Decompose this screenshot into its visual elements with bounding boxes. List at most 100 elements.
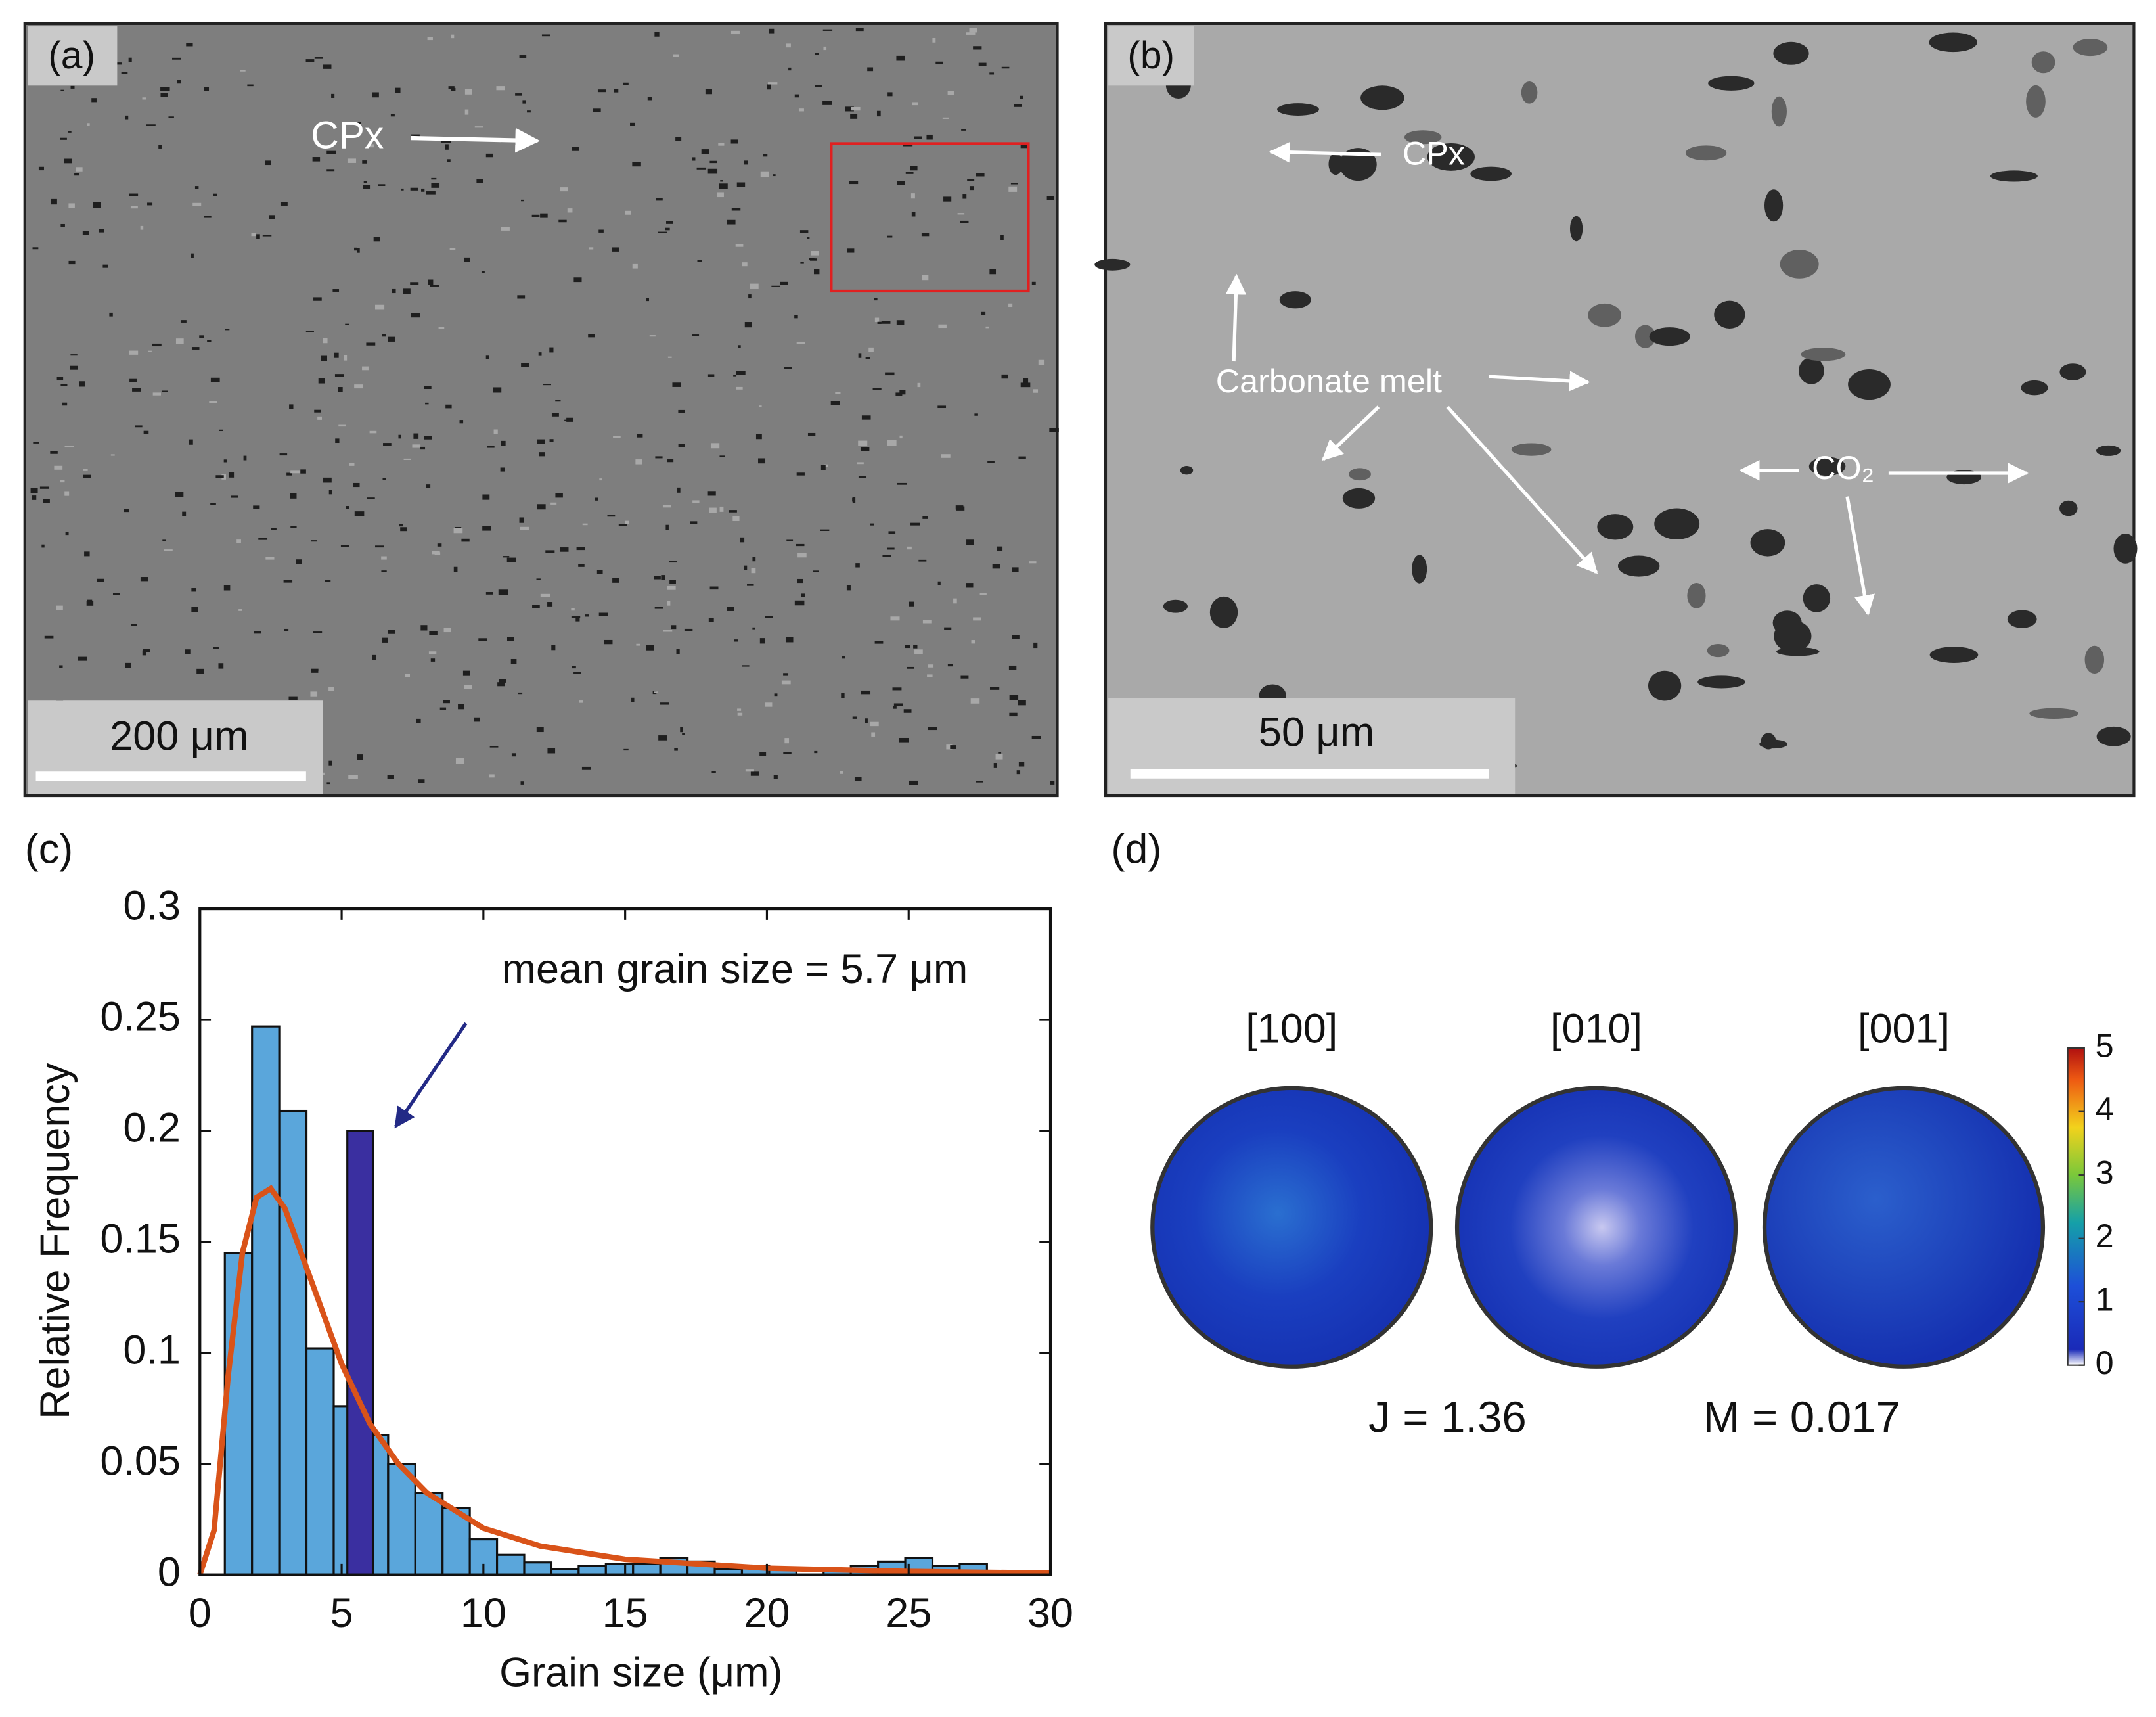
pore: [682, 733, 685, 735]
pore: [464, 109, 469, 115]
pore: [824, 464, 828, 467]
pore: [290, 470, 300, 474]
pore: [1929, 32, 1977, 53]
bar: [414, 1492, 444, 1576]
pore: [2026, 85, 2046, 118]
pore: [822, 29, 833, 31]
pore: [59, 665, 63, 668]
pore: [852, 716, 857, 719]
pore: [914, 649, 923, 654]
pore: [614, 89, 619, 93]
pore: [86, 601, 94, 606]
pore: [865, 718, 868, 723]
pore: [855, 28, 864, 32]
y-tick-label: 0.05: [100, 1438, 181, 1484]
pore: [372, 92, 379, 98]
pore: [313, 631, 323, 633]
pore: [926, 134, 933, 140]
pore: [506, 637, 514, 641]
pore: [427, 37, 433, 41]
pore: [917, 382, 921, 388]
pore: [140, 225, 144, 230]
pore: [515, 93, 522, 96]
pore: [265, 160, 271, 166]
pore: [973, 617, 981, 621]
pore: [660, 702, 669, 705]
pore: [398, 434, 401, 439]
pore: [110, 454, 115, 456]
panel-label: (c): [25, 827, 73, 873]
pore: [903, 709, 912, 713]
pore: [771, 285, 780, 287]
pore: [510, 658, 517, 664]
pore: [348, 775, 358, 779]
pore: [225, 329, 230, 331]
pore: [243, 455, 247, 461]
colorbar-tick-label: 3: [2096, 1153, 2114, 1191]
pore: [596, 570, 603, 574]
pore: [478, 638, 487, 641]
x-tick-label: 20: [744, 1590, 790, 1636]
pore: [313, 297, 322, 301]
pore: [631, 697, 635, 702]
pore: [987, 461, 995, 463]
pore: [345, 323, 349, 325]
sem-image-a: [23, 22, 1059, 798]
pore: [1050, 781, 1055, 785]
pore: [453, 528, 463, 534]
pore: [1929, 647, 1979, 663]
pore: [500, 467, 505, 472]
pore: [192, 202, 202, 206]
pole-label: [001]: [1858, 1005, 1950, 1051]
arrow: [394, 1022, 468, 1129]
pore: [655, 456, 663, 459]
pore: [541, 34, 550, 37]
pore: [835, 392, 841, 394]
pore: [70, 85, 75, 89]
pore: [445, 144, 449, 150]
pore: [317, 416, 323, 420]
pore: [60, 89, 64, 91]
pore: [910, 193, 915, 199]
pore: [774, 693, 778, 697]
pore: [280, 202, 288, 206]
pore: [447, 159, 451, 162]
pore: [992, 564, 1000, 569]
pore: [1279, 291, 1311, 309]
pore: [84, 551, 90, 557]
pore: [62, 402, 68, 406]
pore: [678, 444, 685, 447]
pore: [1209, 596, 1238, 628]
pore: [1470, 166, 1512, 181]
pore: [338, 387, 343, 392]
pore: [296, 559, 302, 564]
pore: [960, 220, 969, 223]
pore: [543, 384, 551, 386]
pore: [121, 72, 128, 74]
pore: [555, 493, 563, 498]
pore: [830, 401, 840, 405]
pore: [1001, 66, 1010, 69]
pore: [390, 114, 395, 117]
pore: [93, 202, 101, 208]
pore: [636, 643, 640, 646]
pore: [68, 260, 76, 265]
pore: [162, 539, 166, 541]
pore: [520, 526, 529, 530]
pore: [410, 282, 419, 285]
pore: [822, 101, 832, 105]
pore: [813, 570, 819, 572]
pore: [989, 687, 1000, 690]
pore: [861, 415, 871, 420]
pore: [922, 275, 929, 281]
pore: [1018, 456, 1026, 459]
pore: [998, 752, 1002, 754]
pore: [74, 173, 79, 176]
pore: [335, 438, 340, 444]
pore: [604, 639, 613, 645]
pore: [997, 546, 1003, 551]
pore: [362, 160, 367, 164]
pore: [938, 324, 947, 329]
pore: [947, 91, 954, 95]
